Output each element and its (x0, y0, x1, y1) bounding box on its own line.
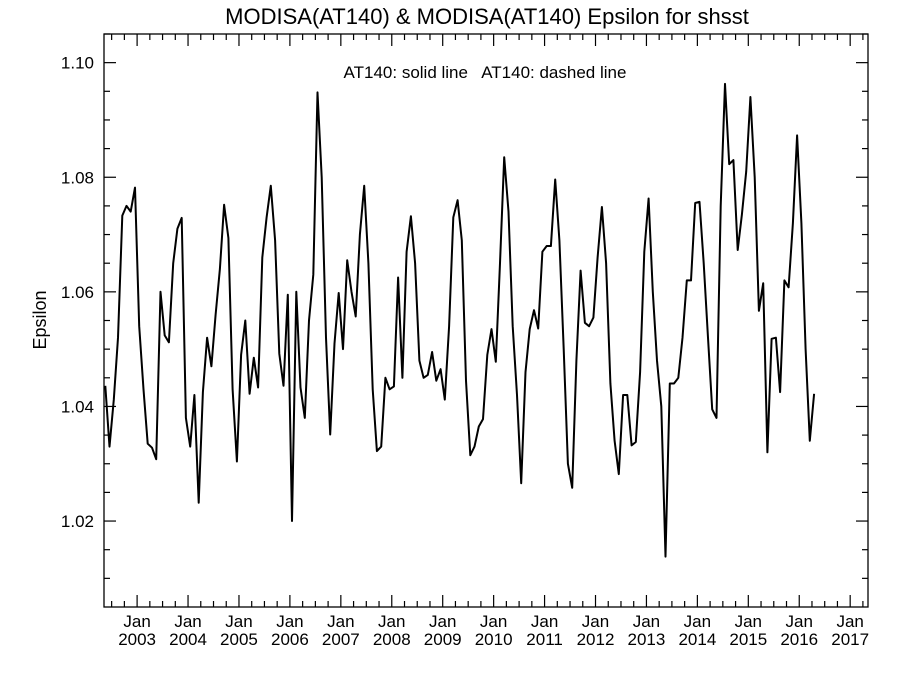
x-tick-label-year: 2010 (475, 630, 513, 649)
x-tick-label-month: Jan (276, 612, 303, 631)
x-tick-label-month: Jan (786, 612, 813, 631)
x-tick-label-year: 2015 (729, 630, 767, 649)
axis-tick-labels: 1.021.041.061.081.10Jan2003Jan2004Jan200… (61, 54, 869, 649)
x-tick-label-month: Jan (327, 612, 354, 631)
plot-frame (103, 33, 869, 608)
x-tick-label-month: Jan (836, 612, 863, 631)
x-tick-label-month: Jan (174, 612, 201, 631)
x-tick-label-month: Jan (684, 612, 711, 631)
x-tick-label-month: Jan (633, 612, 660, 631)
axis-ticks (104, 33, 868, 607)
y-tick-label: 1.06 (61, 283, 94, 302)
y-tick-label: 1.04 (61, 397, 94, 416)
x-tick-label-year: 2014 (678, 630, 716, 649)
x-tick-label-year: 2012 (577, 630, 615, 649)
y-tick-label: 1.02 (61, 512, 94, 531)
x-tick-label-year: 2009 (424, 630, 462, 649)
y-tick-label: 1.10 (61, 54, 94, 73)
y-axis-label: Epsilon (30, 290, 50, 349)
x-tick-label-year: 2005 (220, 630, 258, 649)
x-tick-label-year: 2004 (169, 630, 207, 649)
x-tick-label-month: Jan (480, 612, 507, 631)
x-tick-label-year: 2003 (118, 630, 156, 649)
x-tick-label-year: 2008 (373, 630, 411, 649)
x-tick-label-year: 2016 (780, 630, 818, 649)
legend-annotation: AT140: solid line AT140: dashed line (344, 63, 627, 82)
x-tick-label-month: Jan (123, 612, 150, 631)
x-tick-label-year: 2007 (322, 630, 360, 649)
x-tick-label-month: Jan (225, 612, 252, 631)
x-tick-label-year: 2006 (271, 630, 309, 649)
series-line-solid (104, 82, 816, 558)
x-tick-label-month: Jan (378, 612, 405, 631)
x-tick-label-year: 2011 (526, 630, 563, 649)
x-tick-label-year: 2013 (628, 630, 666, 649)
x-tick-label-month: Jan (429, 612, 456, 631)
x-tick-label-year: 2017 (831, 630, 869, 649)
x-tick-label-month: Jan (582, 612, 609, 631)
x-tick-label-month: Jan (735, 612, 762, 631)
x-tick-label-month: Jan (531, 612, 558, 631)
chart-title: MODISA(AT140) & MODISA(AT140) Epsilon fo… (225, 4, 749, 29)
y-tick-label: 1.08 (61, 168, 94, 187)
